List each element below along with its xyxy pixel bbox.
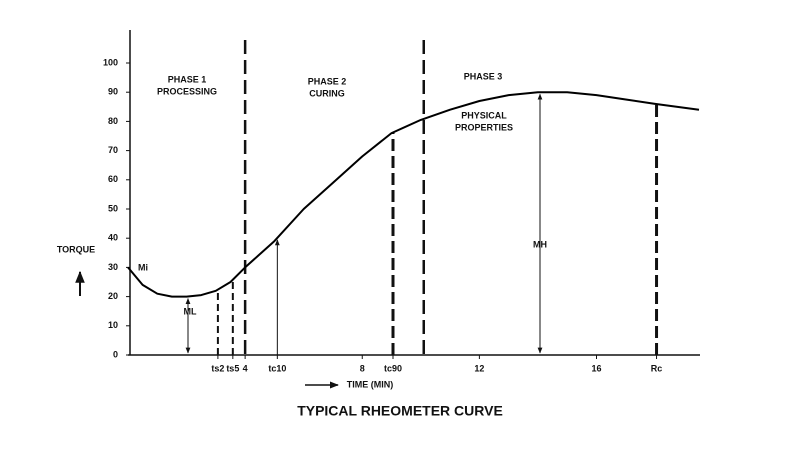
y-tick-label: 80 — [108, 116, 118, 126]
x-tick-label: 8 — [360, 363, 365, 373]
annotation: ML — [184, 306, 197, 316]
x-tick-label: 4 — [243, 363, 248, 373]
annotation: PROPERTIES — [455, 122, 513, 132]
annotation: PHASE 3 — [464, 71, 503, 81]
y-tick-label: 10 — [108, 320, 118, 330]
x-tick-label: ts2 — [211, 363, 224, 373]
annotation: PHYSICAL — [461, 110, 507, 120]
y-tick-label: 40 — [108, 233, 118, 243]
y-axis-label: TORQUE — [57, 244, 95, 254]
x-tick-label: 12 — [474, 363, 484, 373]
x-tick-label: tc10 — [268, 363, 286, 373]
chart-title: TYPICAL RHEOMETER CURVE — [297, 403, 503, 419]
x-tick-label: ts5 — [226, 363, 239, 373]
y-tick-label: 30 — [108, 262, 118, 272]
y-tick-label: 0 — [113, 349, 118, 359]
x-tick-label: tc90 — [384, 363, 402, 373]
annotation: Mi — [138, 262, 148, 272]
annotation: PHASE 1 — [168, 74, 207, 84]
cure-curve — [127, 91, 700, 298]
annotation: CURING — [309, 88, 345, 98]
annotation: MH — [533, 239, 547, 249]
y-tick-label: 70 — [108, 145, 118, 155]
y-tick-label: 20 — [108, 291, 118, 301]
x-tick-label: 16 — [592, 363, 602, 373]
y-tick-label: 60 — [108, 174, 118, 184]
y-tick-label: 100 — [103, 57, 118, 67]
x-tick-label: Rc — [651, 363, 663, 373]
annotation: PHASE 2 — [308, 76, 347, 86]
y-tick-label: 90 — [108, 87, 118, 97]
annotation: PROCESSING — [157, 86, 217, 96]
y-tick-label: 50 — [108, 203, 118, 213]
x-axis-label: TIME (MIN) — [347, 379, 394, 389]
